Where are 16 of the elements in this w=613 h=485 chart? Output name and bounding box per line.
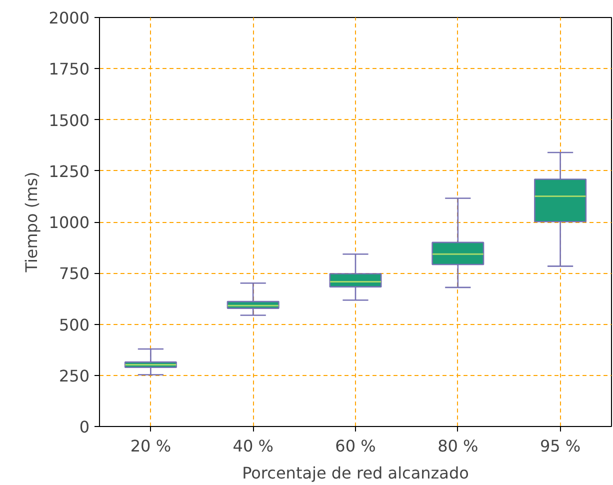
- x-axis-title: Porcentaje de red alcanzado: [242, 464, 469, 482]
- y-tick-label: 500: [58, 315, 90, 334]
- y-tick-label: 1750: [48, 60, 90, 79]
- y-tick-label: 1000: [48, 213, 90, 232]
- y-axis-title: Tiempo (ms): [22, 172, 41, 274]
- x-tick-label: 20 %: [130, 436, 172, 456]
- y-tick-label: 250: [58, 366, 90, 386]
- x-tick-label: 95 %: [540, 436, 581, 456]
- x-tick-label: 40 %: [232, 436, 274, 456]
- y-tick-label: 0: [79, 418, 90, 436]
- x-tick-label: 60 %: [335, 436, 376, 456]
- x-tick-label: 80 %: [438, 436, 478, 456]
- y-tick-label: 2000: [48, 8, 90, 28]
- y-tick-label: 1250: [48, 162, 90, 181]
- y-tick-label: 1500: [48, 110, 90, 130]
- y-tick-label: 750: [58, 264, 90, 284]
